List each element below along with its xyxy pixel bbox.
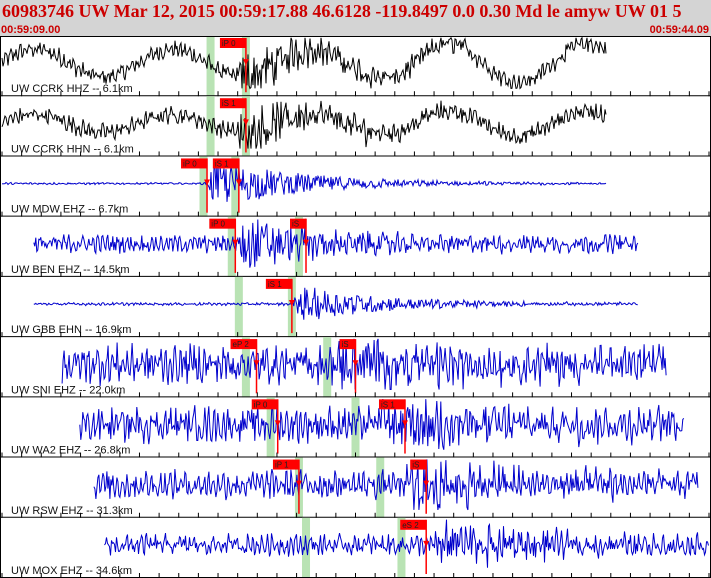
pick-window [294,216,303,277]
pick-arrow-icon [242,59,249,66]
pick-label: iS 1 [268,280,282,289]
trace-row[interactable]: iP 0 iS 1 UW MDW EHZ -- 6.7km [0,156,711,217]
event-header: 60983746 UW Mar 12, 2015 00:59:17.88 46.… [0,0,711,36]
event-title: 60983746 UW Mar 12, 2015 00:59:17.88 46.… [2,1,682,21]
pick-label: eP 2 [233,340,250,349]
pick-label: iP 0 [211,220,225,229]
pick-marker[interactable] [400,519,427,530]
station-label: UW CCRK HHN -- 6.1km [11,143,134,155]
pick-marker[interactable] [290,218,307,229]
trace-row[interactable]: iP 1 iS UW RSW EHZ -- 31.3km [0,457,711,518]
pick-label: iS [292,220,299,229]
pick-label: iP 0 [183,159,197,168]
pick-arrow-icon [253,360,260,367]
pick-label: iS [412,461,419,470]
pick-arrow-icon [295,480,302,487]
waveform [104,519,709,568]
pick-marker[interactable] [230,339,257,350]
start-time: 00:59:09.00 [1,24,61,36]
pick-arrow-icon [423,480,430,487]
waveform [61,338,667,390]
trace-row[interactable]: iP 0 iS UW BEN EHZ -- 14.5km [0,216,711,277]
pick-marker[interactable] [181,158,208,169]
pick-marker[interactable] [212,158,239,169]
pick-window [241,337,250,398]
waveform [93,459,699,511]
station-label: UW SNI EHZ -- 22.0km [11,384,125,396]
pick-window [323,337,332,398]
pick-arrow-icon [204,179,211,186]
pick-marker[interactable] [219,38,246,48]
trace-row[interactable]: eS 2 UW MOX EHZ -- 34.6km [0,517,711,578]
station-label: UW MOX EHZ -- 34.6km [11,565,132,577]
pick-arrow-icon [303,239,310,246]
seismogram-panel[interactable]: iP 0 UW CCRK HHZ -- 6.1km iS 1 UW CCRK HHN … [0,36,711,578]
pick-label: iS 1 [381,400,395,409]
pick-label: iP 0 [254,400,268,409]
trace-row[interactable]: iS 1 UW GBB EHN -- 16.9km [0,276,711,338]
pick-arrow-icon [352,360,359,367]
pick-arrow-icon [232,239,239,246]
waveform [1,100,607,149]
pick-marker[interactable] [251,399,278,410]
waveform [1,36,607,90]
pick-window [302,517,311,578]
pick-label: iS 1 [222,99,236,108]
pick-marker[interactable] [265,278,292,289]
pick-arrow-icon [401,420,408,427]
trace-row[interactable]: iP 0 iS 1 UW WA2 EHZ -- 26.8km [0,397,711,458]
station-label: UW MDW EHZ -- 6.7km [11,204,128,216]
pick-label: iS [342,340,349,349]
pick-arrow-icon [288,299,295,306]
station-label: UW CCRK HHZ -- 6.1km [11,83,133,95]
pick-label: iP 1 [275,461,289,470]
pick-arrow-icon [274,420,281,427]
pick-window [234,276,243,338]
pick-marker[interactable] [339,339,356,350]
station-label: UW GBB EHN -- 16.9km [11,324,131,336]
pick-label: iP 0 [222,39,236,48]
pick-window [227,216,236,277]
trace-row[interactable]: iS 1 UW CCRK HHN -- 6.1km [0,96,711,157]
pick-marker[interactable] [378,399,405,410]
pick-marker[interactable] [209,218,236,229]
trace-row[interactable]: eP 2 iS UW SNI EHZ -- 22.0km [0,337,711,398]
pick-marker[interactable] [410,459,427,470]
waveform [33,219,639,268]
pick-window [199,156,208,217]
station-label: UW WA2 EHZ -- 26.8km [11,445,130,457]
station-label: UW BEN EHZ -- 14.5km [11,264,130,276]
end-time: 00:59:44.09 [649,24,709,36]
pick-arrow-icon [242,119,249,126]
pick-arrow-icon [423,540,430,547]
pick-window [376,457,385,518]
pick-marker[interactable] [272,459,299,470]
pick-label: eS 2 [402,521,419,530]
pick-marker[interactable] [219,98,246,109]
waveform [33,287,638,320]
station-label: UW RSW EHZ -- 31.3km [11,505,133,517]
pick-arrow-icon [235,179,242,186]
waveform [1,160,607,202]
trace-row[interactable]: iP 0 UW CCRK HHZ -- 6.1km [0,36,711,97]
pick-label: iS 1 [215,159,229,168]
pick-window [397,517,406,578]
